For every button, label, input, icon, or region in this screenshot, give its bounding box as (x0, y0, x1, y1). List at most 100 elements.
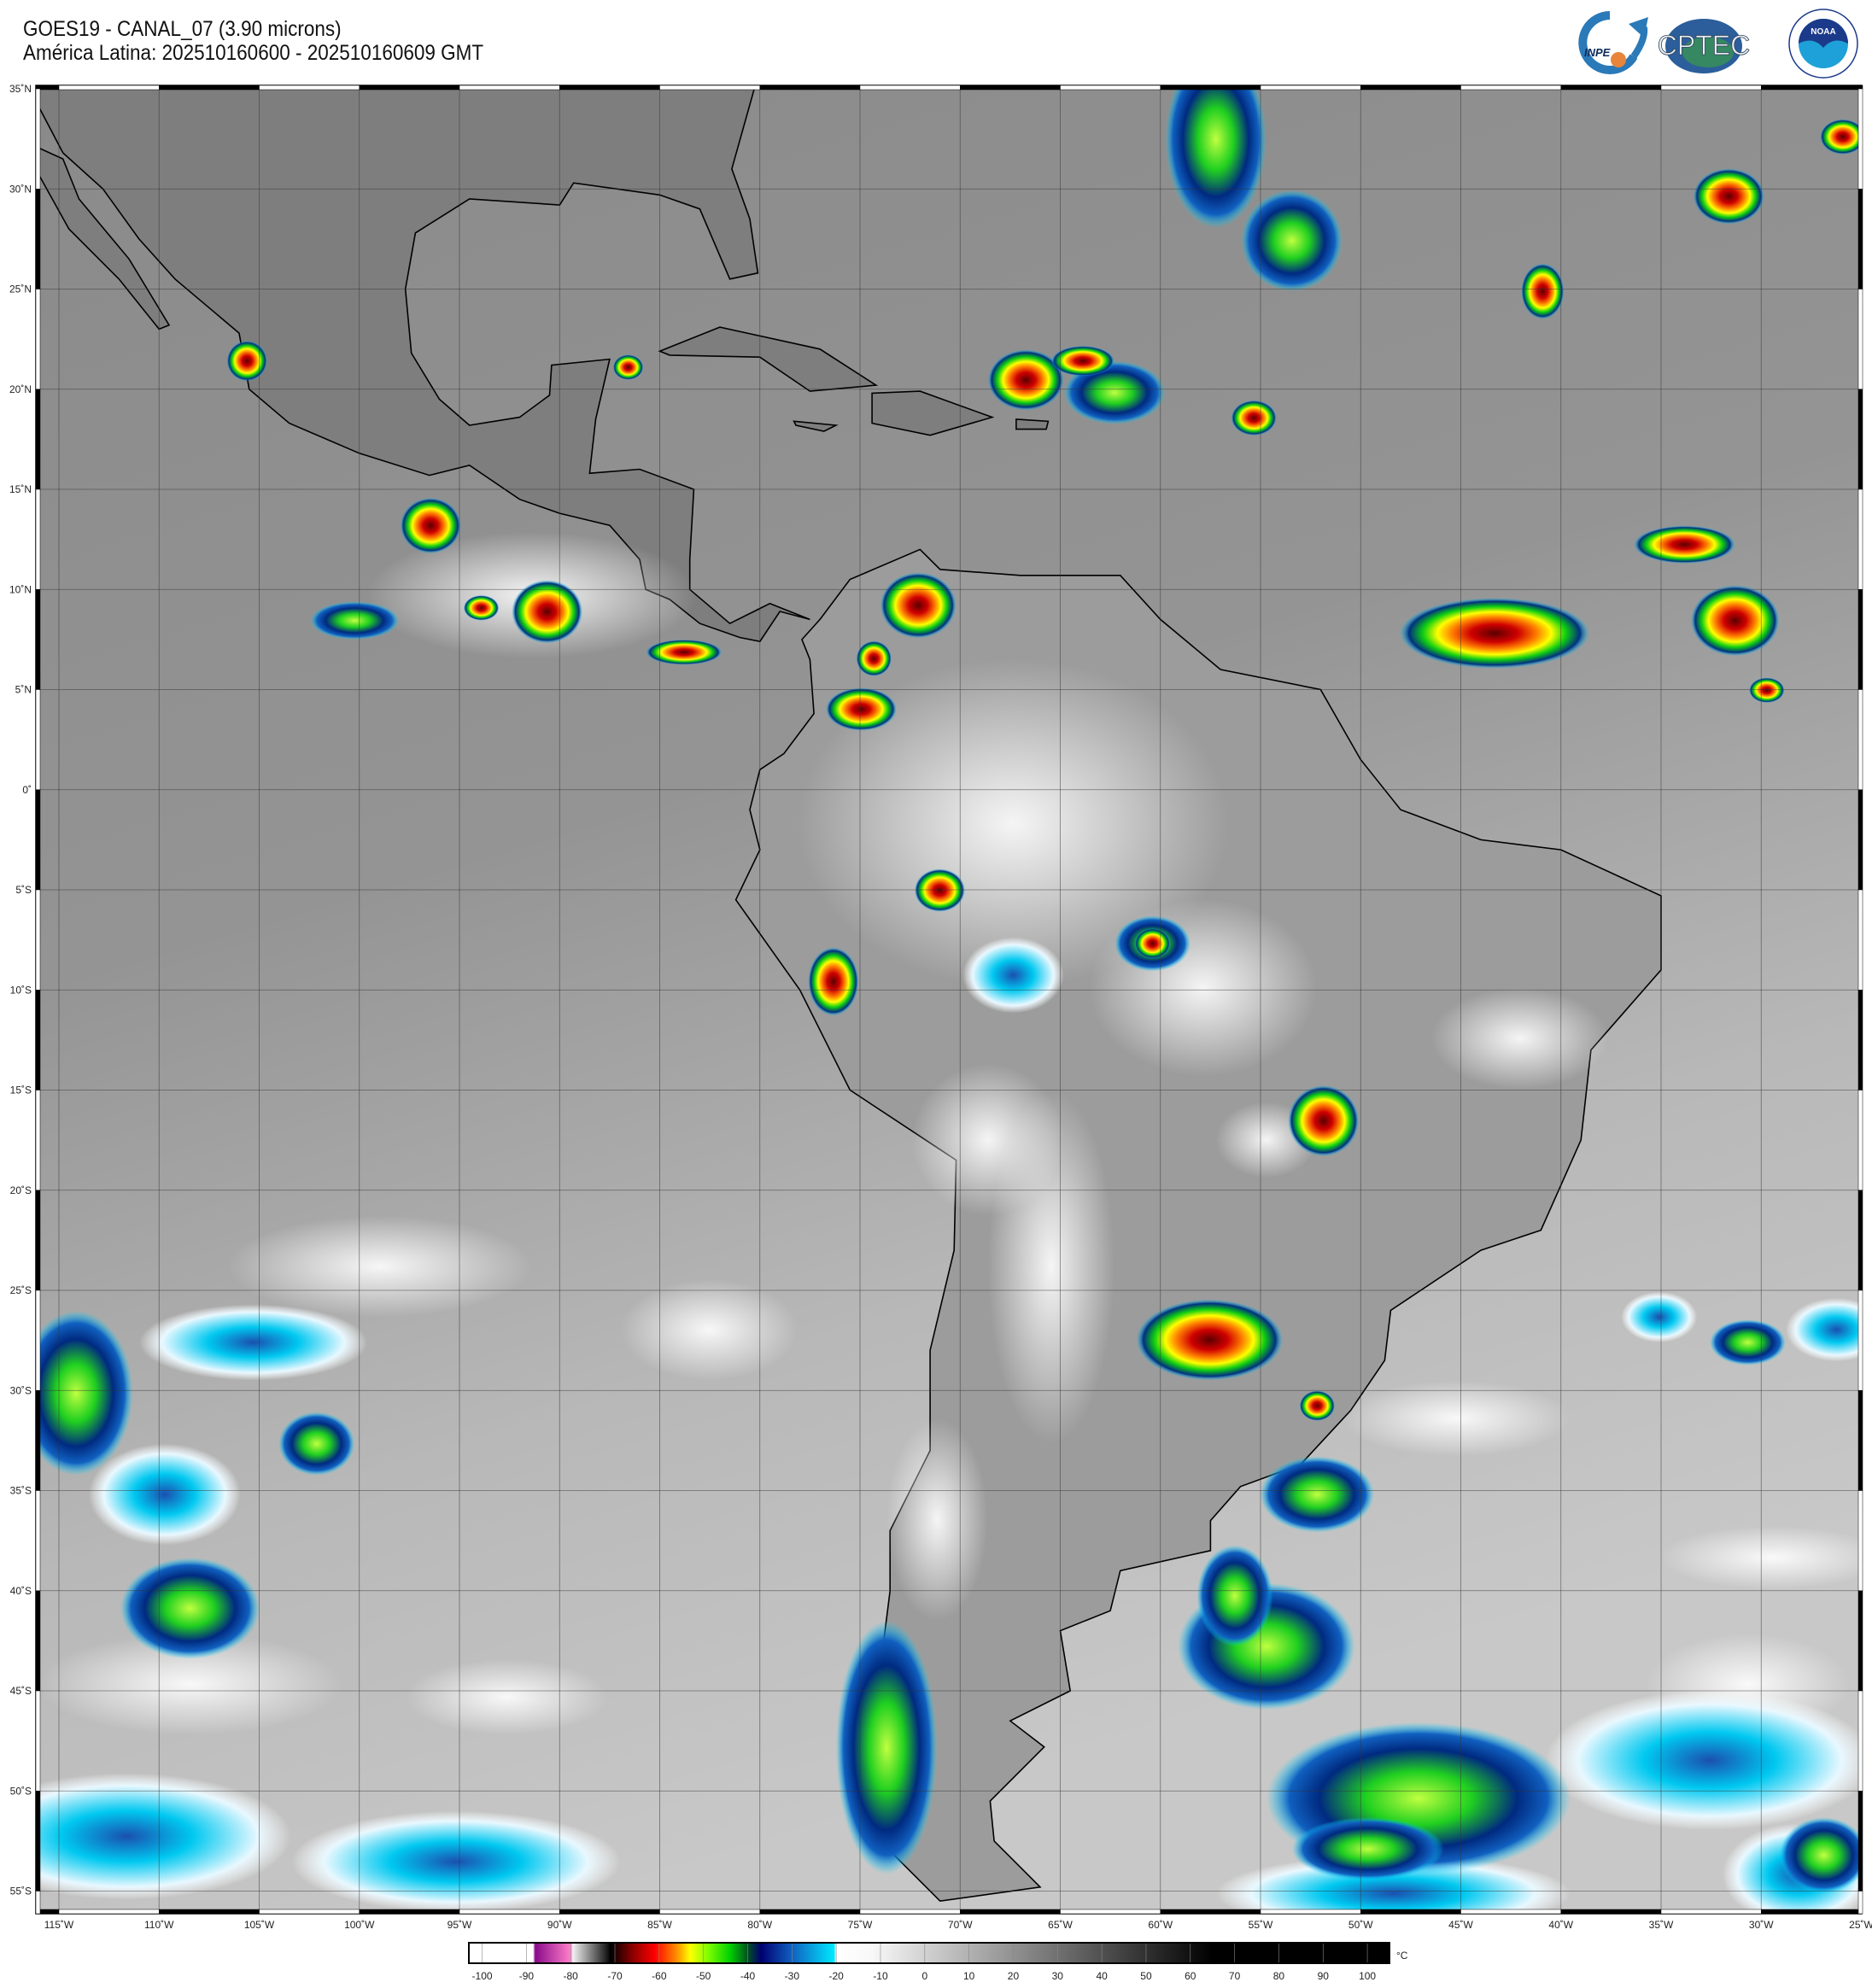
colorbar: -100 -90 -80 -70 -60 -50 -40 -30 -20 -10 0 10 20 30 40… (468, 1942, 1408, 1982)
cloud-cold-top (278, 1412, 355, 1476)
frame-tick-bottom (1260, 1909, 1361, 1915)
frame-tick-right (1857, 1289, 1863, 1391)
frame-tick-left (35, 1590, 41, 1692)
convective-storm-cell (856, 640, 892, 676)
frame-tick-bottom (1660, 1909, 1762, 1915)
frame-tick-bottom (38, 1909, 60, 1915)
convective-storm-cell (1521, 263, 1565, 319)
frame-tick-bottom (1360, 1909, 1461, 1915)
longitude-label: 30˚W (1749, 1919, 1774, 1931)
cloud-cyan (1786, 1298, 1860, 1362)
cloud-cold-top (1260, 1456, 1375, 1533)
frame-tick-bottom (259, 1909, 360, 1915)
frame-tick-bottom (759, 1909, 861, 1915)
longitude-label: 115˚W (44, 1919, 74, 1931)
longitude-label: 80˚W (747, 1919, 772, 1931)
longitude-label: 85˚W (647, 1919, 672, 1931)
convective-storm-cell (1231, 400, 1277, 436)
latitude-label: 25˚N (9, 284, 32, 295)
colorbar-tick-label: -30 (785, 1970, 800, 1982)
coastline-baja-california (39, 147, 171, 330)
frame-tick-left (35, 990, 41, 1090)
latitude-label: 5˚N (15, 684, 32, 696)
colorbar-tick-label: 0 (921, 1970, 927, 1982)
colorbar-tick-label: -80 (564, 1970, 579, 1982)
map-frame (35, 85, 1863, 1915)
frame-tick-right (1857, 1690, 1863, 1792)
convective-storm-cell (400, 497, 461, 554)
longitude-label: 75˚W (848, 1919, 873, 1931)
cloud-white (987, 1089, 1115, 1444)
longitude-label: 100˚W (344, 1919, 375, 1931)
cloud-cyan (1621, 1291, 1698, 1342)
cloud-cold-top (310, 601, 400, 640)
frame-tick-top (1660, 85, 1762, 91)
colorbar-tick-label: -60 (652, 1970, 667, 1982)
frame-tick-bottom (459, 1909, 560, 1915)
cloud-cold-top (1196, 1545, 1273, 1646)
latitude-label: 20˚N (9, 383, 32, 395)
coastline-hispaniola (871, 390, 995, 436)
frame-tick-bottom (859, 1909, 961, 1915)
noaa-logo: NOAA (1788, 9, 1858, 79)
frame-tick-left (35, 689, 41, 790)
colorbar-tick-label: 80 (1273, 1970, 1285, 1982)
longitude-label: 40˚W (1548, 1919, 1573, 1931)
longitude-label: 95˚W (448, 1919, 472, 1931)
latitude-label: 25˚S (10, 1284, 32, 1296)
frame-tick-left (35, 589, 41, 690)
longitude-label: 90˚W (547, 1919, 572, 1931)
longitude-label: 105˚W (244, 1919, 275, 1931)
frame-tick-top (159, 85, 260, 91)
cloud-cold-top (39, 1310, 133, 1476)
convective-storm-cell (1749, 677, 1785, 704)
convective-storm-cell (1399, 597, 1590, 669)
cloud-white (39, 1634, 342, 1735)
cloud-cyan (139, 1304, 368, 1381)
frame-tick-left (35, 1390, 41, 1491)
noaa-logo-text: NOAA (1811, 27, 1835, 37)
colorbar-tick-label: 100 (1359, 1970, 1376, 1982)
longitude-label: 70˚W (948, 1919, 973, 1931)
cloud-cold-top (1165, 89, 1267, 228)
convective-storm-cell (1690, 585, 1780, 657)
frame-tick-right (1857, 488, 1863, 590)
frame-tick-bottom (1761, 1909, 1861, 1915)
frame-tick-top (58, 85, 160, 91)
frame-tick-right (1857, 88, 1863, 190)
cloud-cold-top (1779, 1817, 1860, 1894)
frame-tick-top (459, 85, 560, 91)
colorbar-tick-label: 70 (1229, 1970, 1241, 1982)
frame-tick-right (1857, 85, 1863, 90)
coastline-central-north-america (39, 89, 810, 643)
cloud-white (227, 1215, 532, 1318)
latitude-label: 10˚S (10, 984, 32, 996)
grid-lines (39, 89, 1860, 1911)
frame-tick-top (1761, 85, 1861, 91)
latitude-labels: 35˚N 30˚N 25˚N 20˚N 15˚N 10˚N 5˚N 0˚ 5˚S 10˚S 15˚S… (9, 83, 32, 1897)
frame-tick-bottom (1160, 1909, 1261, 1915)
convective-storm-cell (808, 947, 859, 1016)
colorbar-tick-label: -40 (740, 1970, 756, 1982)
frame-tick-bottom (359, 1909, 460, 1915)
longitude-labels: 115˚W 110˚W 105˚W 100˚W 95˚W 90˚W 85˚W 80˚W 75˚W… (44, 1919, 1872, 1931)
cloud-cold-top (1063, 360, 1166, 424)
latitude-label: 40˚S (10, 1585, 32, 1597)
cloud-white (620, 1278, 799, 1381)
frame-tick-top (1160, 85, 1261, 91)
frame-tick-right (1857, 1390, 1863, 1491)
frame-tick-top (1260, 85, 1361, 91)
longitude-label: 65˚W (1048, 1919, 1073, 1931)
longitude-label: 25˚W (1849, 1919, 1872, 1931)
inpe-logo-text: INPE (1584, 46, 1611, 59)
frame-tick-left (35, 1791, 41, 1892)
longitude-label: 60˚W (1148, 1919, 1173, 1931)
colorbar-tick-label: -10 (873, 1970, 888, 1982)
frame-tick-right (1857, 889, 1863, 991)
frame-tick-top (1360, 85, 1461, 91)
colorbar-tick-label: 40 (1096, 1970, 1108, 1982)
cloud-white (886, 1418, 988, 1622)
image-title: GOES19 - CANAL_07 (3.90 microns) América… (23, 17, 483, 65)
inpe-logo: INPE (1578, 11, 1648, 74)
